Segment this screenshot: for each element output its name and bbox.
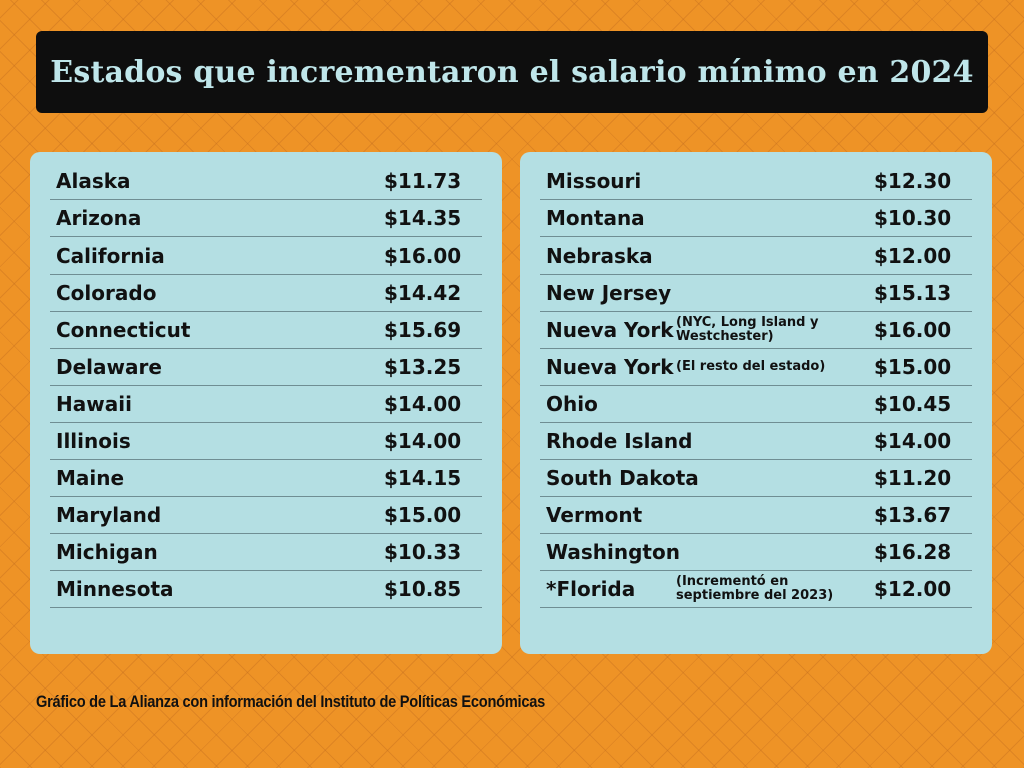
minimum-wage-value: $16.00	[384, 243, 462, 268]
state-name: Washington	[546, 539, 680, 564]
state-name: Nueva York	[546, 354, 674, 379]
table-row: Hawaii $14.00	[50, 385, 482, 423]
minimum-wage-value: $12.00	[874, 576, 952, 601]
state-name: Ohio	[546, 391, 598, 416]
minimum-wage-value: $14.00	[384, 391, 462, 416]
minimum-wage-value: $13.67	[874, 502, 952, 527]
minimum-wage-value: $16.00	[874, 317, 952, 342]
table-row: Alaska $11.73	[50, 162, 482, 200]
state-name: Arizona	[56, 205, 142, 230]
state-name: South Dakota	[546, 465, 699, 490]
state-name: Nebraska	[546, 243, 653, 268]
state-note: (Incrementó en septiembre del 2023)	[676, 573, 834, 603]
table-row: Arizona $14.35	[50, 199, 482, 237]
state-name: Illinois	[56, 428, 131, 453]
state-name: *Florida	[546, 576, 636, 601]
title-banner: Estados que incrementaron el salario mín…	[36, 31, 988, 113]
state-name: Alaska	[56, 168, 131, 193]
table-row: Washington $16.28	[540, 533, 972, 571]
table-row: South Dakota $11.20	[540, 459, 972, 497]
state-name: Colorado	[56, 280, 157, 305]
minimum-wage-value: $14.00	[874, 428, 952, 453]
table-row: Illinois $14.00	[50, 422, 482, 460]
minimum-wage-value: $10.33	[384, 539, 462, 564]
table-row: Delaware $13.25	[50, 348, 482, 386]
table-row: Maryland $15.00	[50, 496, 482, 534]
minimum-wage-value: $11.73	[384, 168, 462, 193]
minimum-wage-value: $15.00	[874, 354, 952, 379]
minimum-wage-value: $12.00	[874, 243, 952, 268]
minimum-wage-value: $15.69	[384, 317, 462, 342]
minimum-wage-value: $11.20	[874, 465, 952, 490]
minimum-wage-value: $10.45	[874, 391, 952, 416]
source-credit: Gráfico de La Alianza con información de…	[36, 692, 545, 711]
table-row: Vermont $13.67	[540, 496, 972, 534]
left-wage-table: Alaska $11.73 Arizona $14.35 California $16.0…	[30, 152, 502, 654]
minimum-wage-value: $15.00	[384, 502, 462, 527]
state-name: California	[56, 243, 165, 268]
minimum-wage-value: $14.15	[384, 465, 462, 490]
table-row: *Florida (Incrementó en septiembre del 20…	[540, 570, 972, 608]
minimum-wage-value: $14.00	[384, 428, 462, 453]
table-row: Connecticut $15.69	[50, 311, 482, 349]
minimum-wage-value: $14.35	[384, 205, 462, 230]
table-row: Rhode Island $14.00	[540, 422, 972, 460]
state-name: Vermont	[546, 502, 643, 527]
state-name: Michigan	[56, 539, 158, 564]
state-name: Maine	[56, 465, 125, 490]
minimum-wage-value: $13.25	[384, 354, 462, 379]
table-row: California $16.00	[50, 237, 482, 275]
state-name: Nueva York	[546, 317, 674, 342]
table-row: Minnesota $10.85	[50, 570, 482, 608]
table-row: Colorado $14.42	[50, 274, 482, 312]
state-note: (El resto del estado)	[676, 358, 826, 374]
state-name: Minnesota	[56, 576, 174, 601]
right-wage-table: Missouri $12.30 Montana $10.30 Nebraska $12.0…	[520, 152, 992, 654]
state-name: New Jersey	[546, 280, 672, 305]
state-name: Montana	[546, 205, 645, 230]
table-row: Ohio $10.45	[540, 385, 972, 423]
state-name: Rhode Island	[546, 428, 693, 453]
table-row: Michigan $10.33	[50, 533, 482, 571]
table-row: Maine $14.15	[50, 459, 482, 497]
table-row: New Jersey $15.13	[540, 274, 972, 312]
minimum-wage-value: $10.30	[874, 205, 952, 230]
state-name: Maryland	[56, 502, 162, 527]
minimum-wage-value: $10.85	[384, 576, 462, 601]
table-row: Montana $10.30	[540, 199, 972, 237]
minimum-wage-value: $12.30	[874, 168, 952, 193]
table-row: Nebraska $12.00	[540, 237, 972, 275]
state-name: Delaware	[56, 354, 162, 379]
table-row: Nueva York (El resto del estado) $15.00	[540, 348, 972, 386]
minimum-wage-value: $15.13	[874, 280, 952, 305]
page-title: Estados que incrementaron el salario mín…	[50, 54, 974, 90]
table-row: Missouri $12.30	[540, 162, 972, 200]
table-row: Nueva York (NYC, Long Island y Westcheste…	[540, 311, 972, 349]
state-name: Connecticut	[56, 317, 191, 342]
state-note: (NYC, Long Island y Westchester)	[676, 314, 819, 344]
state-name: Missouri	[546, 168, 642, 193]
state-name: Hawaii	[56, 391, 132, 416]
minimum-wage-value: $16.28	[874, 539, 952, 564]
minimum-wage-value: $14.42	[384, 280, 462, 305]
